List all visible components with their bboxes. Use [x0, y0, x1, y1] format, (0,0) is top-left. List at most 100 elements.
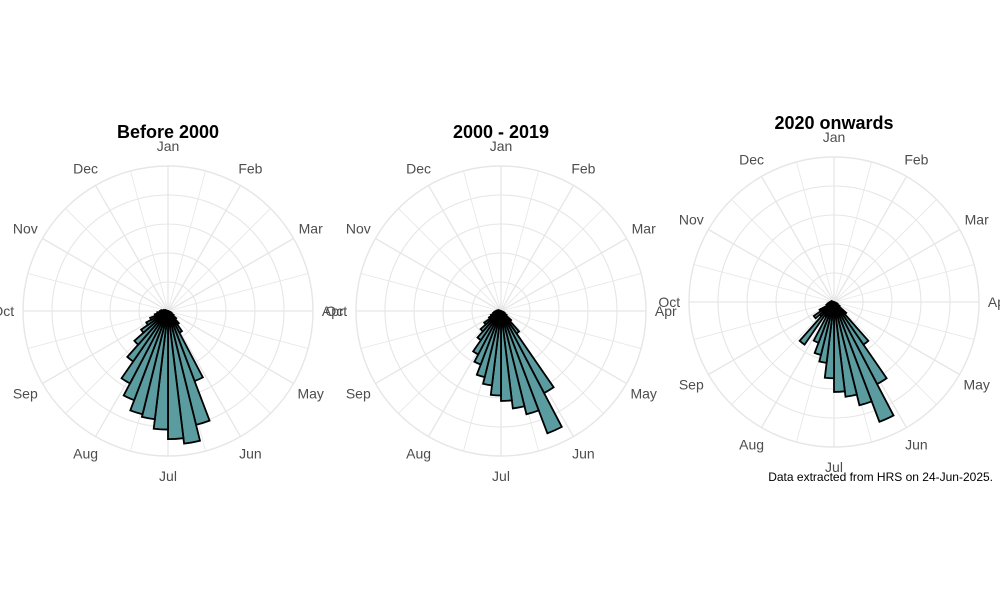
month-label-jun: Jun [239, 446, 262, 462]
month-label-jan: Jan [823, 129, 846, 145]
grid-spoke [693, 264, 835, 303]
month-label-aug: Aug [739, 437, 764, 453]
grid-spoke [708, 228, 835, 303]
rose-bar [167, 310, 185, 441]
rose-chart-2: Jan Feb Mar Apr May Jun Jul Aug Sep Oct Nov Dec 2000… [325, 122, 677, 484]
rose-bar [500, 310, 564, 435]
grid-spoke [500, 208, 604, 312]
rose-bar [833, 301, 895, 423]
month-label-may: May [297, 385, 323, 401]
rose-bar [833, 301, 873, 407]
month-label-mar: Mar [299, 221, 323, 237]
grid-spoke [65, 208, 169, 312]
grid-spoke [500, 310, 627, 385]
grid-spoke [167, 208, 271, 312]
month-label-mar: Mar [632, 221, 656, 237]
chart-title: Before 2000 [117, 122, 219, 142]
grid-spoke [360, 310, 502, 349]
rose-chart-1: Jan Feb Mar Apr May Jun Jul Aug Sep Oct Nov Dec Befo… [0, 122, 344, 484]
grid-spoke [375, 310, 502, 385]
grid-spoke [167, 310, 294, 385]
data-source-caption: Data extracted from HRS on 24-Jun-2025. [768, 470, 993, 484]
grid-spoke [500, 310, 642, 349]
month-label-mar: Mar [965, 212, 989, 228]
rose-bar [500, 310, 513, 402]
grid-spoke [167, 170, 206, 312]
month-label-aug: Aug [406, 446, 431, 462]
grid-spoke [833, 301, 937, 405]
grid-spoke [731, 301, 835, 405]
month-label-feb: Feb [904, 151, 928, 167]
rose-bar [830, 299, 835, 303]
grid-spoke [500, 310, 604, 414]
month-label-sep: Sep [346, 385, 371, 401]
grid-spoke [167, 273, 309, 312]
grid-spoke [500, 237, 627, 312]
month-label-oct: Oct [658, 294, 680, 310]
rose-bar [167, 310, 202, 445]
chart-title: 2020 onwards [774, 113, 893, 133]
month-label-jul: Jul [159, 468, 177, 484]
grid-spoke [500, 185, 575, 312]
grid-spoke [833, 264, 975, 303]
grid-spoke [42, 237, 169, 312]
month-label-apr: Apr [655, 303, 677, 319]
month-label-jan: Jan [490, 138, 513, 154]
month-label-dec: Dec [739, 151, 764, 167]
month-label-sep: Sep [679, 376, 704, 392]
grid-spoke [500, 273, 642, 312]
grid-spoke [760, 176, 835, 303]
month-label-oct: Oct [0, 303, 14, 319]
grid-spoke [27, 273, 169, 312]
grid-spoke [833, 161, 872, 303]
month-label-jun: Jun [572, 446, 595, 462]
month-label-nov: Nov [679, 212, 704, 228]
month-label-apr: Apr [988, 294, 1000, 310]
month-label-aug: Aug [73, 446, 98, 462]
grid-spoke [693, 301, 835, 340]
rose-bar [500, 310, 540, 416]
rose-bar [164, 308, 169, 312]
month-label-sep: Sep [13, 385, 38, 401]
grid-spoke [796, 161, 835, 303]
month-label-dec: Dec [406, 160, 431, 176]
grid-spoke [500, 170, 539, 312]
grid-spoke [731, 199, 835, 303]
grid-spoke [833, 199, 937, 303]
grid-spoke [833, 301, 975, 340]
rose-bar [833, 301, 846, 393]
month-label-dec: Dec [73, 160, 98, 176]
grid-spoke [167, 185, 242, 312]
month-label-oct: Oct [325, 303, 347, 319]
grid-spoke [463, 170, 502, 312]
grid-spoke [708, 301, 835, 376]
grid-spoke [167, 310, 271, 414]
month-label-nov: Nov [13, 221, 38, 237]
month-label-feb: Feb [571, 160, 595, 176]
rose-bar [833, 301, 858, 398]
month-label-jun: Jun [905, 437, 928, 453]
grid-spoke [130, 170, 169, 312]
month-label-may: May [630, 385, 656, 401]
month-label-apr: Apr [322, 303, 344, 319]
chart-title: 2000 - 2019 [453, 122, 549, 142]
grid-spoke [760, 301, 835, 428]
grid-spoke [833, 301, 960, 376]
month-label-jul: Jul [825, 459, 843, 475]
grid-spoke [833, 176, 908, 303]
grid-spoke [833, 228, 960, 303]
month-label-nov: Nov [346, 221, 371, 237]
month-label-jul: Jul [492, 468, 510, 484]
month-label-feb: Feb [238, 160, 262, 176]
grid-spoke [427, 185, 502, 312]
grid-spoke [360, 273, 502, 312]
grid-spoke [398, 208, 502, 312]
grid-spoke [167, 237, 294, 312]
rose-bar [497, 308, 502, 312]
rose-bar [500, 310, 526, 410]
month-label-may: May [963, 376, 989, 392]
rose-chart-3: Jan Feb Mar Apr May Jun Jul Aug Sep Oct Nov Dec 2020… [658, 113, 1000, 475]
grid-spoke [375, 237, 502, 312]
